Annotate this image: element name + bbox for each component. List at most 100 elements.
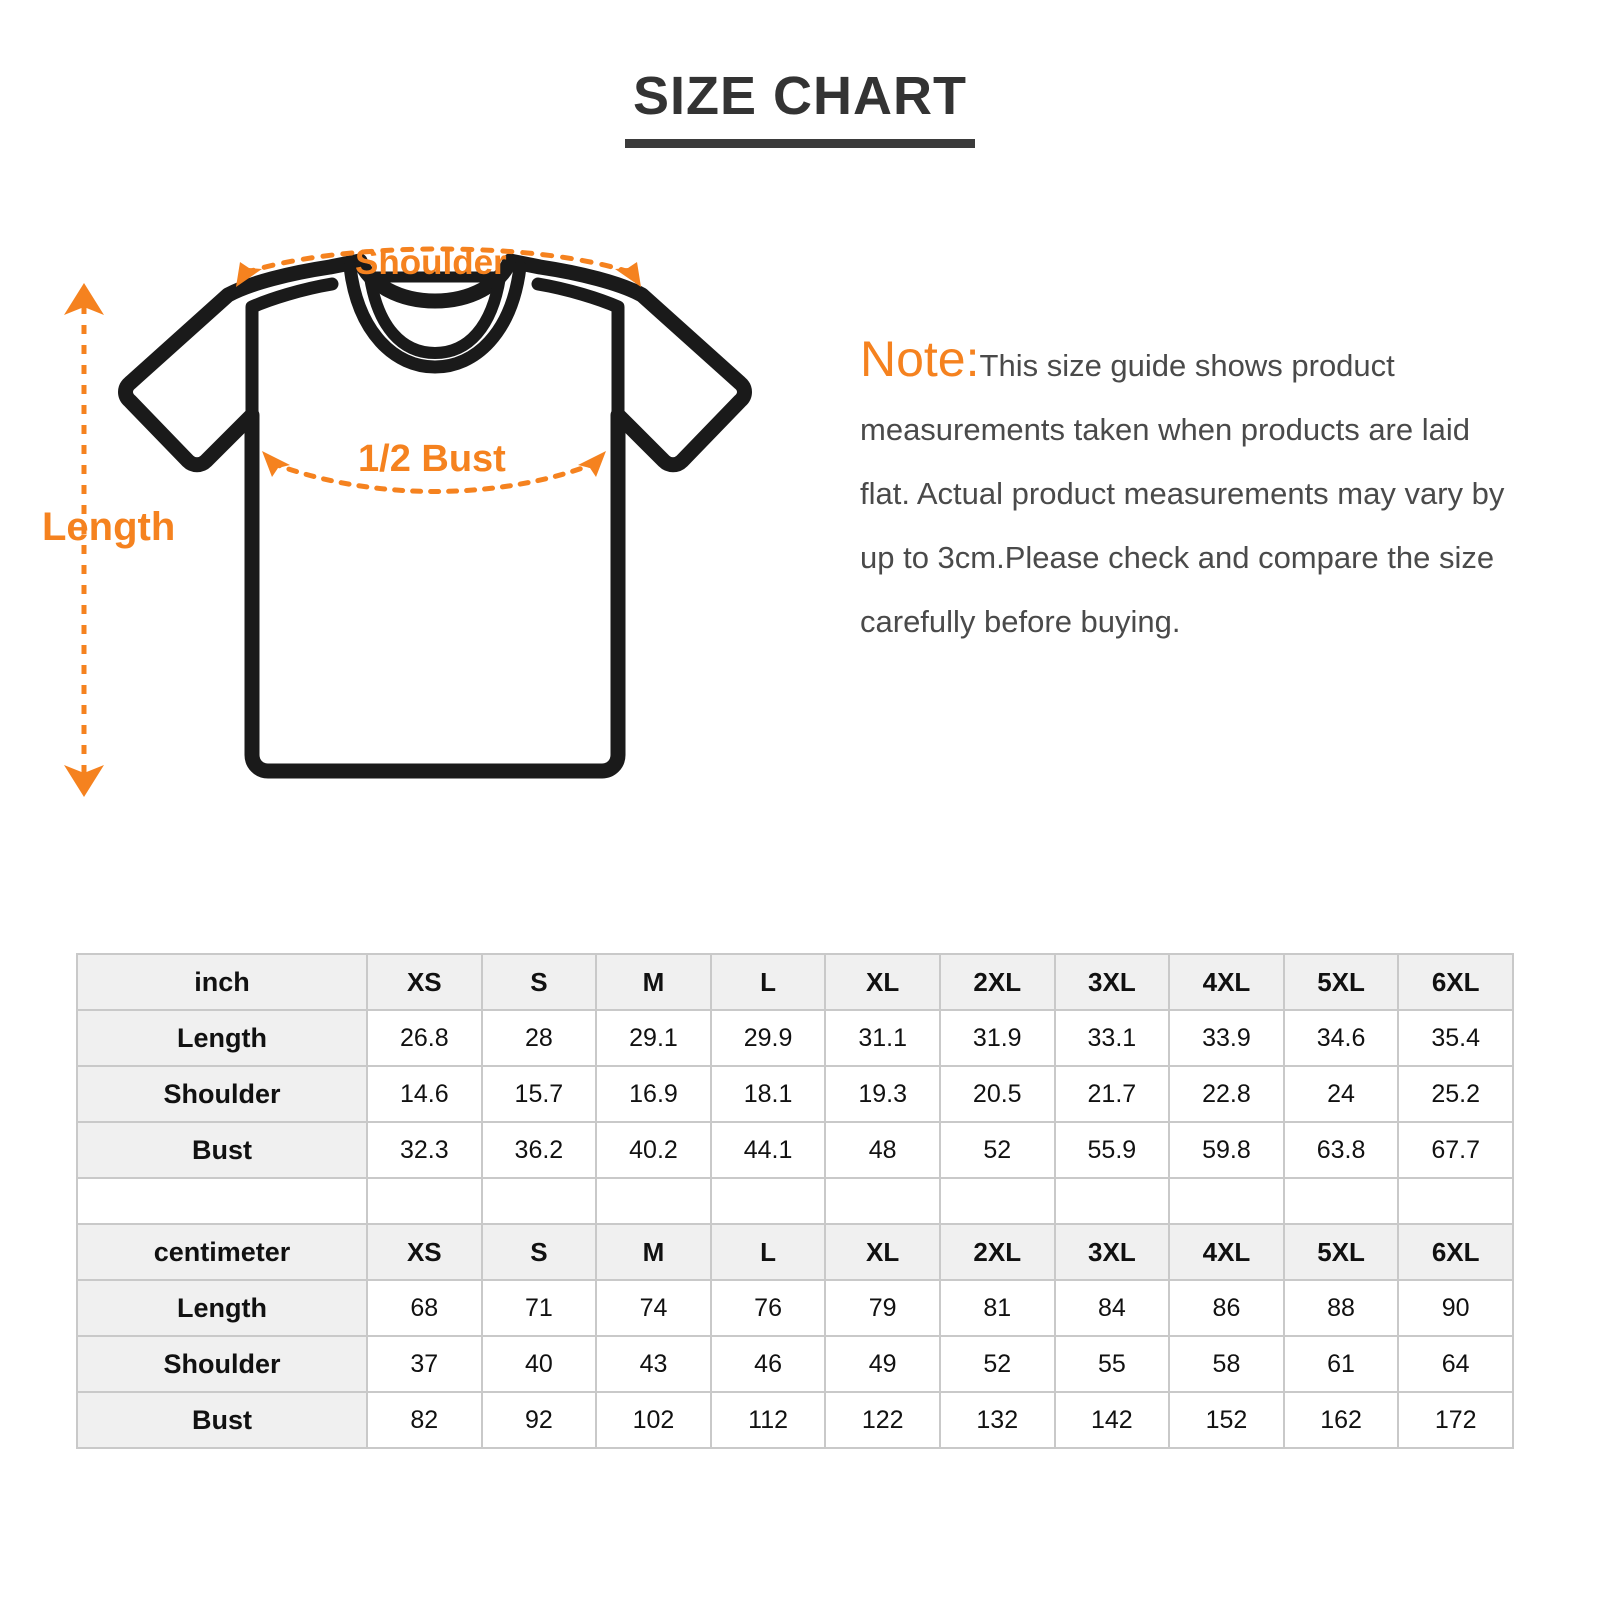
note-block: Note:This size guide shows product measu… xyxy=(860,330,1520,657)
col-header-s: S xyxy=(482,955,596,1009)
cell-inch-shoulder-xl: 19.3 xyxy=(826,1067,939,1121)
col-header-l: L xyxy=(711,955,825,1009)
table-row: Shoulder 14.6 15.7 16.9 18.1 19.3 20.5 2… xyxy=(78,1067,1512,1121)
cell-cm-length-3xl: 84 xyxy=(1055,1281,1169,1335)
size-table: inch XS S M L XL 2XL 3XL 4XL 5XL 6XL Len… xyxy=(76,953,1514,1449)
cell-cm-bust-3xl: 142 xyxy=(1055,1393,1169,1447)
cell-inch-bust-xl: 48 xyxy=(826,1123,939,1177)
col-header-5xl: 5XL xyxy=(1284,955,1398,1009)
cell-cm-bust-s: 92 xyxy=(482,1393,596,1447)
cell-inch-shoulder-2xl: 20.5 xyxy=(940,1067,1054,1121)
page-title-wrap: SIZE CHART xyxy=(0,68,1600,148)
spacer-cell xyxy=(711,1179,825,1223)
table-header-row-centimeter: centimeter XS S M L XL 2XL 3XL 4XL 5XL 6… xyxy=(78,1225,1512,1279)
col-header-cm-m: M xyxy=(597,1225,710,1279)
cell-cm-shoulder-2xl: 52 xyxy=(940,1337,1054,1391)
length-measure-label: Length xyxy=(42,505,176,549)
cell-inch-bust-l: 44.1 xyxy=(711,1123,825,1177)
bust-arrowhead-left xyxy=(262,451,290,477)
cell-inch-bust-5xl: 63.8 xyxy=(1284,1123,1398,1177)
cell-cm-shoulder-4xl: 58 xyxy=(1170,1337,1283,1391)
cell-inch-shoulder-m: 16.9 xyxy=(597,1067,710,1121)
cell-cm-shoulder-3xl: 55 xyxy=(1055,1337,1169,1391)
shoulder-arrowhead-right xyxy=(615,262,641,287)
col-header-3xl: 3XL xyxy=(1055,955,1169,1009)
cell-cm-bust-xl: 122 xyxy=(826,1393,939,1447)
cell-cm-shoulder-l: 46 xyxy=(711,1337,825,1391)
spacer-cell xyxy=(1399,1179,1512,1223)
row-label-shoulder-cm: Shoulder xyxy=(78,1337,366,1391)
row-label-length-inch: Length xyxy=(78,1011,366,1065)
col-header-cm-s: S xyxy=(482,1225,596,1279)
col-header-m: M xyxy=(597,955,710,1009)
cell-inch-shoulder-l: 18.1 xyxy=(711,1067,825,1121)
cell-inch-length-3xl: 33.1 xyxy=(1055,1011,1169,1065)
cell-inch-shoulder-6xl: 25.2 xyxy=(1399,1067,1512,1121)
cell-cm-length-s: 71 xyxy=(482,1281,596,1335)
tshirt-illustration xyxy=(64,246,752,797)
cell-cm-bust-l: 112 xyxy=(711,1393,825,1447)
size-table-body: inch XS S M L XL 2XL 3XL 4XL 5XL 6XL Len… xyxy=(78,955,1512,1447)
col-header-cm-xs: XS xyxy=(368,1225,481,1279)
cell-inch-length-xl: 31.1 xyxy=(826,1011,939,1065)
cell-cm-length-5xl: 88 xyxy=(1284,1281,1398,1335)
spacer-cell xyxy=(826,1179,939,1223)
cell-cm-shoulder-xs: 37 xyxy=(368,1337,481,1391)
cell-inch-bust-xs: 32.3 xyxy=(368,1123,481,1177)
cell-inch-bust-3xl: 55.9 xyxy=(1055,1123,1169,1177)
cell-cm-length-m: 74 xyxy=(597,1281,710,1335)
cell-inch-length-2xl: 31.9 xyxy=(940,1011,1054,1065)
shoulder-seam-left xyxy=(245,277,339,422)
col-header-cm-3xl: 3XL xyxy=(1055,1225,1169,1279)
unit-label-inch: inch xyxy=(78,955,366,1009)
spacer-cell xyxy=(1284,1179,1398,1223)
cell-cm-length-6xl: 90 xyxy=(1399,1281,1512,1335)
cell-inch-length-xs: 26.8 xyxy=(368,1011,481,1065)
shoulder-measure-label: Shoulder xyxy=(355,243,507,282)
cell-cm-length-2xl: 81 xyxy=(940,1281,1054,1335)
table-spacer-row xyxy=(78,1179,1512,1223)
shoulder-arrowhead-left xyxy=(236,262,262,287)
tshirt-body-path xyxy=(118,253,752,779)
collar-inner-arc xyxy=(364,271,506,360)
col-header-cm-4xl: 4XL xyxy=(1170,1225,1283,1279)
col-header-2xl: 2XL xyxy=(940,955,1054,1009)
row-label-length-cm: Length xyxy=(78,1281,366,1335)
length-arrowhead-top xyxy=(64,283,104,315)
shoulder-seam-right xyxy=(531,277,625,422)
cell-cm-bust-6xl: 172 xyxy=(1399,1393,1512,1447)
cell-inch-bust-s: 36.2 xyxy=(482,1123,596,1177)
cell-cm-shoulder-xl: 49 xyxy=(826,1337,939,1391)
cell-inch-length-l: 29.9 xyxy=(711,1011,825,1065)
spacer-cell xyxy=(368,1179,481,1223)
cell-cm-length-l: 76 xyxy=(711,1281,825,1335)
note-paragraph: Note:This size guide shows product measu… xyxy=(860,330,1520,657)
col-header-4xl: 4XL xyxy=(1170,955,1283,1009)
table-row: Bust 82 92 102 112 122 132 142 152 162 1… xyxy=(78,1393,1512,1447)
cell-inch-length-6xl: 35.4 xyxy=(1399,1011,1512,1065)
row-label-bust-inch: Bust xyxy=(78,1123,366,1177)
cell-cm-bust-4xl: 152 xyxy=(1170,1393,1283,1447)
page-title: SIZE CHART xyxy=(625,68,975,148)
bust-measure-label: 1/2 Bust xyxy=(358,438,506,480)
cell-inch-bust-4xl: 59.8 xyxy=(1170,1123,1283,1177)
row-label-shoulder-inch: Shoulder xyxy=(78,1067,366,1121)
spacer-cell xyxy=(1055,1179,1169,1223)
cell-inch-shoulder-3xl: 21.7 xyxy=(1055,1067,1169,1121)
cell-inch-shoulder-5xl: 24 xyxy=(1284,1067,1398,1121)
spacer-cell xyxy=(597,1179,710,1223)
table-row: Shoulder 37 40 43 46 49 52 55 58 61 64 xyxy=(78,1337,1512,1391)
col-header-cm-2xl: 2XL xyxy=(940,1225,1054,1279)
note-body-text: This size guide shows product measuremen… xyxy=(860,348,1505,639)
cell-cm-bust-2xl: 132 xyxy=(940,1393,1054,1447)
cell-cm-shoulder-5xl: 61 xyxy=(1284,1337,1398,1391)
table-row: Length 26.8 28 29.1 29.9 31.1 31.9 33.1 … xyxy=(78,1011,1512,1065)
col-header-cm-xl: XL xyxy=(826,1225,939,1279)
row-label-bust-cm: Bust xyxy=(78,1393,366,1447)
col-header-6xl: 6XL xyxy=(1399,955,1512,1009)
spacer-cell xyxy=(1170,1179,1283,1223)
cell-cm-shoulder-s: 40 xyxy=(482,1337,596,1391)
cell-cm-shoulder-6xl: 64 xyxy=(1399,1337,1512,1391)
cell-cm-shoulder-m: 43 xyxy=(597,1337,710,1391)
